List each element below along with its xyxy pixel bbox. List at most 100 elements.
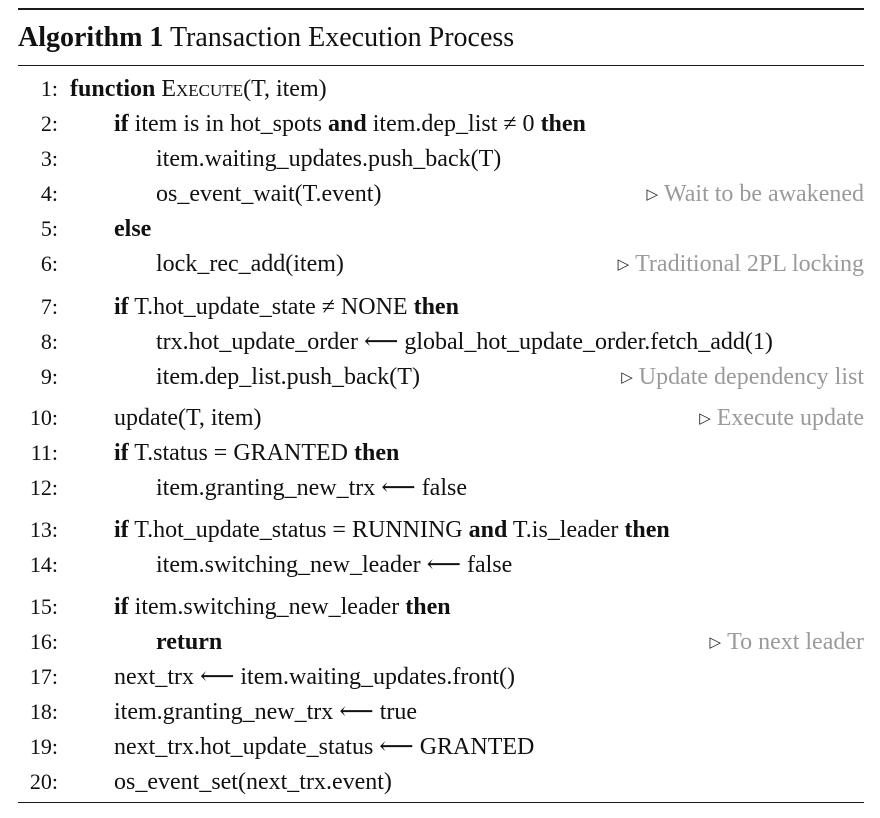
pseudocode-line: 12: item.granting_new_trx ⟵ false — [18, 471, 864, 505]
comment-text: Update dependency list — [638, 364, 864, 390]
keyword: if — [114, 111, 129, 137]
code-text: if T.hot_update_state ≠ NONE then — [114, 290, 459, 324]
line-number: 11: — [30, 440, 58, 465]
code-text: if item is in hot_spots and item.dep_lis… — [114, 107, 586, 141]
code-fragment: trx.hot_update_order ⟵ global_hot_update… — [156, 329, 773, 355]
line-number: 1: — [40, 76, 58, 101]
code-fragment: T.hot_update_status = RUNNING — [128, 517, 469, 543]
code-fragment: T.status = GRANTED — [128, 440, 354, 466]
code-fragment: T.hot_update_state ≠ NONE — [128, 294, 414, 320]
triangle-right-icon: ▷ — [699, 411, 711, 427]
code-fragment: item.dep_list ≠ 0 — [366, 111, 541, 137]
line-number: 18: — [29, 699, 58, 724]
comment-text: Wait to be awakened — [664, 181, 864, 207]
keyword: if — [114, 294, 129, 320]
line-number: 17: — [29, 664, 58, 689]
code-text: next_trx.hot_update_status ⟵ GRANTED — [114, 730, 534, 764]
code-fragment: update(T, item) — [114, 405, 262, 431]
pseudocode-line: 2: if item is in hot_spots and item.dep_l… — [18, 107, 864, 141]
code-fragment: next_trx.hot_update_status ⟵ GRANTED — [114, 734, 535, 760]
code-text: if T.status = GRANTED then — [114, 436, 399, 470]
line-number: 12: — [29, 475, 58, 500]
line-number: 7: — [40, 294, 58, 319]
code-text: os_event_set(next_trx.event) — [114, 765, 392, 799]
line-number: 13: — [29, 517, 58, 542]
pseudocode-line: 4: os_event_wait(T.event) ▷ Wait to be awak… — [18, 177, 864, 211]
code-text: function Execute(T, item) — [70, 72, 327, 106]
line-comment: ▷ Update dependency list — [621, 360, 864, 395]
keyword: return — [156, 629, 223, 655]
line-number: 3: — [40, 146, 58, 171]
pseudocode-line: 1: function Execute(T, item) — [18, 72, 864, 106]
code-fragment: lock_rec_add(item) — [156, 251, 344, 277]
line-comment: ▷ Traditional 2PL locking — [618, 247, 864, 282]
keyword: and — [328, 111, 367, 137]
code-text: item.dep_list.push_back(T) — [156, 360, 420, 394]
triangle-right-icon: ▷ — [646, 187, 659, 203]
pseudocode-line: 6: lock_rec_add(item) ▷ Traditional 2PL loc… — [18, 247, 864, 281]
code-text: item.switching_new_leader ⟵ false — [156, 548, 512, 582]
pseudocode-line: 7: if T.hot_update_state ≠ NONE then — [18, 290, 864, 324]
code-text: next_trx ⟵ item.waiting_updates.front() — [114, 660, 515, 694]
code-text: trx.hot_update_order ⟵ global_hot_update… — [156, 325, 773, 359]
code-fragment: item is in hot_spots — [128, 111, 329, 137]
line-number: 4: — [40, 181, 58, 206]
keyword: then — [624, 517, 670, 543]
line-number: 15: — [29, 594, 58, 619]
keyword: then — [405, 594, 451, 620]
code-text: os_event_wait(T.event) — [156, 177, 381, 211]
code-text: if item.switching_new_leader then — [114, 590, 451, 624]
line-number: 19: — [29, 734, 58, 759]
triangle-right-icon: ▷ — [709, 635, 722, 651]
pseudocode-line: 11: if T.status = GRANTED then — [18, 436, 864, 470]
code-fragment: os_event_set(next_trx.event) — [114, 769, 392, 795]
line-number: 20: — [29, 769, 58, 794]
bottom-rule — [18, 802, 864, 803]
comment-text: Execute update — [716, 405, 864, 431]
code-text: update(T, item) — [114, 401, 262, 435]
algorithm-label: Algorithm 1 — [18, 22, 164, 53]
algorithm-caption: Algorithm 1 Transaction Execution Proces… — [18, 18, 514, 58]
code-fragment: (T, item) — [243, 76, 327, 102]
code-text: else — [114, 212, 151, 246]
pseudocode-line: 14: item.switching_new_leader ⟵ false — [18, 548, 864, 582]
caption-rule — [18, 65, 864, 66]
line-number: 8: — [40, 329, 58, 354]
line-comment: ▷ Execute update — [699, 401, 864, 436]
code-text: item.granting_new_trx ⟵ false — [156, 471, 467, 505]
line-number: 2: — [40, 111, 58, 136]
comment-text: To next leader — [727, 629, 864, 655]
pseudocode-line: 9: item.dep_list.push_back(T) ▷ Update depe… — [18, 360, 864, 394]
line-number: 5: — [40, 216, 58, 241]
code-text: item.granting_new_trx ⟵ true — [114, 695, 417, 729]
keyword: then — [540, 111, 586, 137]
code-fragment: item.granting_new_trx ⟵ false — [156, 475, 467, 501]
pseudocode-line: 8: trx.hot_update_order ⟵ global_hot_upda… — [18, 325, 864, 359]
triangle-right-icon: ▷ — [617, 257, 630, 273]
comment-text: Traditional 2PL locking — [635, 251, 864, 277]
pseudocode-line: 16: return ▷ To next leader — [18, 625, 864, 659]
pseudocode-line: 10: update(T, item) ▷ Execute update — [18, 401, 864, 435]
code-text: lock_rec_add(item) — [156, 247, 344, 281]
line-number: 16: — [29, 629, 58, 654]
algorithm-title: Transaction Execution Process — [169, 22, 515, 53]
code-text: item.waiting_updates.push_back(T) — [156, 142, 501, 176]
code-fragment: T.is_leader — [507, 517, 625, 543]
pseudocode-line: 18: item.granting_new_trx ⟵ true — [18, 695, 864, 729]
keyword: then — [413, 294, 459, 320]
line-number: 6: — [40, 251, 58, 276]
pseudocode-line: 20: os_event_set(next_trx.event) — [18, 765, 864, 799]
keyword: then — [353, 440, 400, 466]
line-number: 10: — [29, 405, 58, 430]
keyword: function — [70, 76, 156, 102]
code-fragment: item.switching_new_leader — [128, 594, 406, 620]
code-fragment: item.switching_new_leader ⟵ false — [156, 552, 513, 578]
pseudocode-line: 19: next_trx.hot_update_status ⟵ GRANTED — [18, 730, 864, 764]
line-number: 14: — [29, 552, 58, 577]
keyword: if — [114, 440, 129, 466]
keyword: and — [468, 517, 508, 543]
procedure-name: Execute — [161, 76, 244, 102]
code-text: return — [156, 625, 222, 659]
pseudocode-line: 3: item.waiting_updates.push_back(T) — [18, 142, 864, 176]
line-comment: ▷ To next leader — [710, 625, 864, 660]
